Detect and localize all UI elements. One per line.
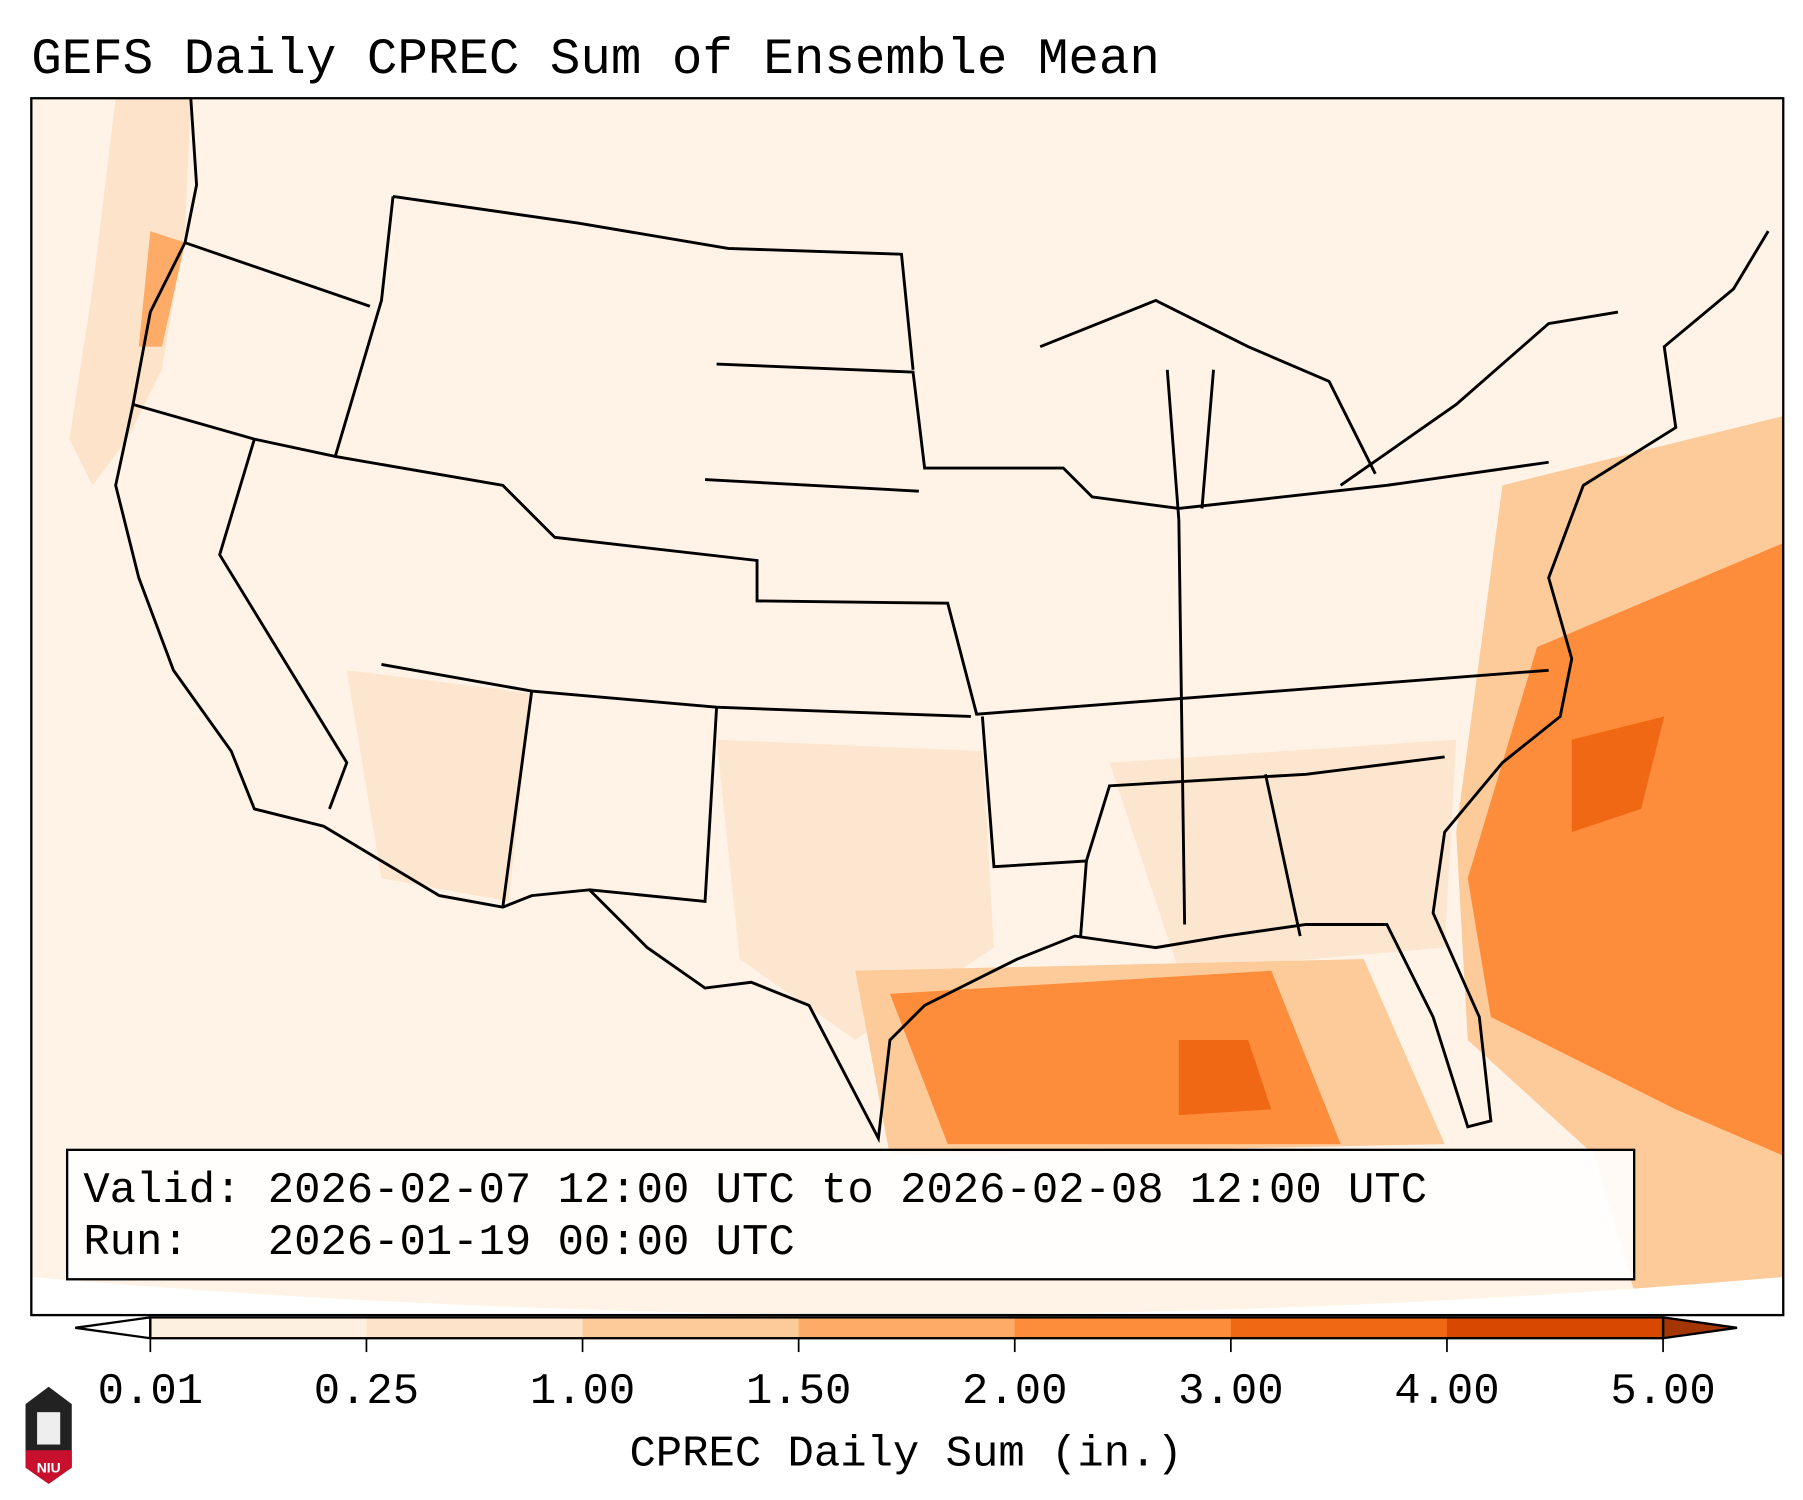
colorbar-segment: [150, 1317, 368, 1339]
chart-title: GEFS Daily CPREC Sum of Ensemble Mean: [31, 32, 1160, 89]
colorbar-tick-label: 5.00: [1610, 1367, 1715, 1417]
precip-area-gulf: [889, 970, 1341, 1145]
colorbar-outline: [149, 1316, 1665, 1340]
colorbar-segment: [582, 1317, 800, 1339]
colorbar-label: CPREC Daily Sum (in.): [629, 1429, 1182, 1479]
map-unprojected-corner: [31, 1276, 1784, 1316]
map-frame: [30, 97, 1785, 1317]
colorbar-segment: [1446, 1317, 1664, 1339]
precip-area-texas: [716, 739, 994, 1041]
precip-area-west-coast: [69, 98, 191, 486]
coastline-and-borders: [114, 98, 1770, 1144]
colorbar: 0.01 0.25 1.00 1.50 2.00 3.00 4.00 5.00: [75, 1316, 1738, 1417]
colorbar-tick-label: 0.25: [314, 1367, 419, 1417]
niu-logo: NIU: [25, 1386, 72, 1484]
colorbar-tick-label: 2.00: [962, 1367, 1067, 1417]
colorbar-over-extension: [1661, 1316, 1738, 1340]
colorbar-tick-label: 0.01: [98, 1367, 203, 1417]
precip-area-atlantic: [1467, 543, 1784, 1156]
colorbar-tick-label: 1.50: [746, 1367, 851, 1417]
colorbar-segment: [366, 1317, 584, 1339]
colorbar-tick-label: 3.00: [1178, 1367, 1283, 1417]
colorbar-segment: [1230, 1317, 1448, 1339]
svg-text:NIU: NIU: [37, 1459, 61, 1475]
colorbar-segment: [798, 1317, 1016, 1339]
colorbar-tick-label: 1.00: [530, 1367, 635, 1417]
valid-time-text: Valid: 2026-02-07 12:00 UTC to 2026-02-0…: [83, 1166, 1427, 1216]
colorbar-segment: [1014, 1317, 1232, 1339]
colorbar-under-extension: [75, 1316, 152, 1340]
precip-area-southwest: [346, 670, 532, 902]
run-time-text: Run: 2026-01-19 00:00 UTC: [83, 1218, 794, 1268]
info-box: Valid: 2026-02-07 12:00 UTC to 2026-02-0…: [65, 1148, 1636, 1281]
precip-area-gulf-core: [1178, 1040, 1272, 1116]
colorbar-tick-label: 4.00: [1394, 1367, 1499, 1417]
precip-area-atlantic-core: [1571, 716, 1665, 833]
map-panel: [30, 97, 1785, 1317]
